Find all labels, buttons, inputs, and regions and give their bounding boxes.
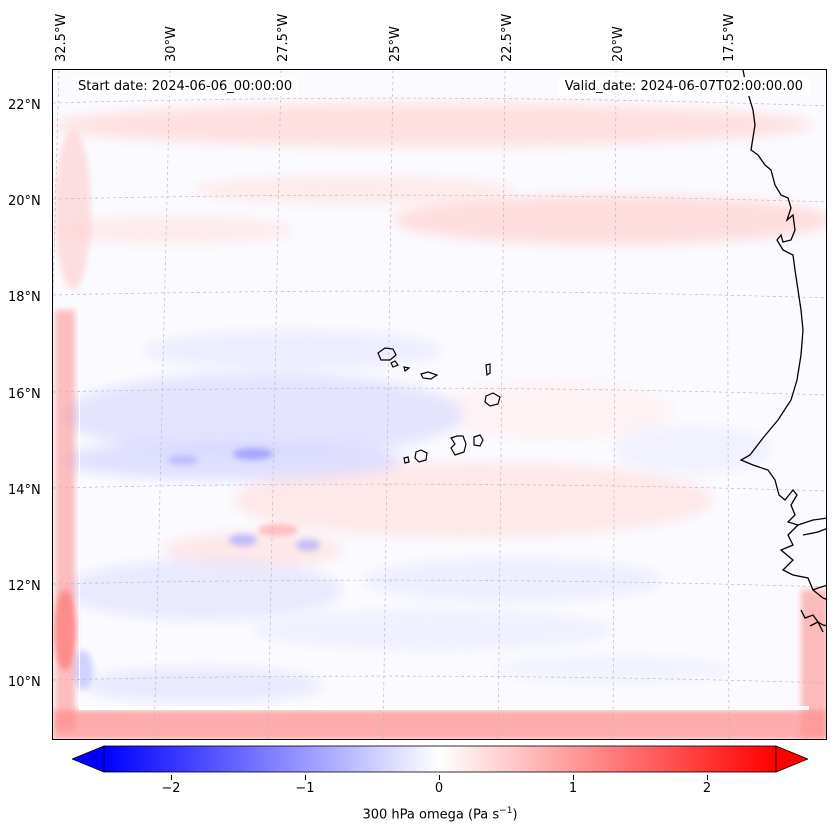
lat-label: 20°N [8,194,41,209]
colorbar-tick [573,775,574,780]
lat-label: 18°N [8,290,41,305]
lat-label: 12°N [8,579,41,594]
colorbar-tick-label: −2 [161,781,181,796]
graticule [53,70,826,739]
cape-verde-islands [377,347,501,464]
colorbar-tick-label: 0 [434,781,444,796]
lon-label: 27.5°W [276,13,291,62]
map-panel [52,69,827,740]
coastline [739,70,826,633]
valid-date-label: Valid_date: 2024-06-07T02:00:00.00 [558,77,809,96]
colorbar-gradient [103,745,777,773]
lat-label: 16°N [8,387,41,402]
lon-label: 25°W [388,26,403,62]
colorbar [72,745,808,773]
colorbar-tick-label: −1 [295,781,315,796]
colorbar-tick [707,775,708,780]
colorbar-tick [171,775,172,780]
colorbar-min-extension [72,745,105,773]
lon-label: 30°W [164,26,179,62]
colorbar-title: 300 hPa omega (Pa s−1) [362,806,518,823]
colorbar-tick [305,775,306,780]
colorbar-tick-label: 1 [568,781,578,796]
lat-label: 10°N [8,675,41,690]
lon-label: 32.5°W [54,13,69,62]
lat-label: 14°N [8,483,41,498]
colorbar-max-extension [775,745,808,773]
map-canvas [53,70,826,739]
start-date-label: Start date: 2024-06-06_00:00:00 [72,77,299,96]
colorbar-tick-label: 2 [702,781,712,796]
colorbar-tick [439,775,440,780]
lat-label: 22°N [8,98,41,113]
lon-label: 20°W [611,26,626,62]
lon-label: 17.5°W [722,13,737,62]
boundary-zone [53,130,826,739]
omega-field [53,103,826,703]
lon-label: 22.5°W [500,13,515,62]
